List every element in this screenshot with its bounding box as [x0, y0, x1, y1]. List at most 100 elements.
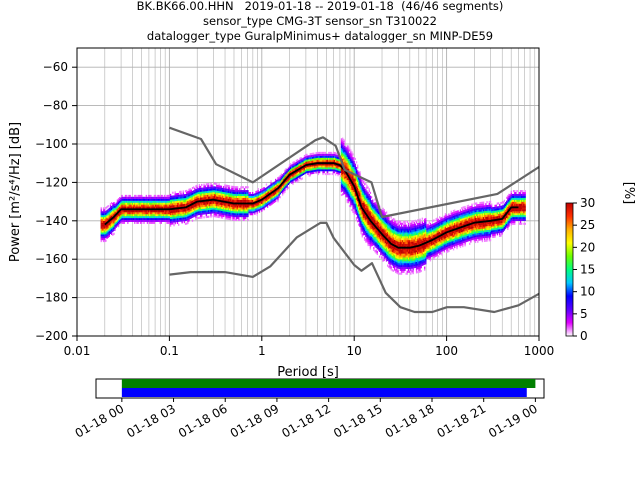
density-cell	[397, 233, 399, 236]
density-cell	[368, 205, 370, 208]
density-cell	[407, 268, 410, 271]
density-cell	[408, 270, 411, 273]
density-cell	[131, 212, 134, 215]
density-cell	[223, 205, 225, 208]
density-cell	[113, 219, 115, 222]
density-cell	[337, 170, 339, 173]
density-cell	[370, 217, 373, 220]
density-cell	[374, 232, 376, 236]
density-cell	[343, 146, 345, 149]
density-cell	[332, 172, 335, 176]
density-cell	[420, 246, 422, 250]
density-cell	[257, 188, 260, 191]
density-cell	[296, 166, 299, 169]
density-cell	[105, 220, 107, 223]
density-cell	[179, 217, 181, 220]
density-cell	[149, 196, 151, 199]
density-cell	[258, 197, 261, 200]
density-cell	[151, 216, 153, 219]
density-cell	[134, 221, 136, 224]
density-cell	[399, 259, 402, 262]
density-cell	[422, 234, 425, 237]
density-cell	[387, 222, 389, 225]
density-cell	[421, 223, 424, 226]
density-cell	[388, 235, 390, 238]
density-cell	[244, 216, 247, 220]
density-cell	[135, 216, 137, 219]
density-cell	[182, 217, 184, 220]
density-cell	[345, 185, 347, 188]
density-cell	[238, 215, 240, 218]
density-cell	[415, 267, 418, 270]
density-cell	[347, 149, 350, 152]
density-cell	[369, 232, 372, 235]
density-cell	[129, 200, 131, 203]
density-cell	[402, 255, 404, 258]
density-cell	[130, 214, 132, 217]
density-cell	[290, 180, 292, 183]
density-cell	[112, 208, 114, 211]
density-cell	[433, 236, 435, 239]
density-cell	[106, 213, 108, 216]
density-cell	[180, 200, 182, 203]
density-cell	[425, 231, 427, 234]
density-cell	[425, 235, 427, 238]
density-cell	[254, 212, 256, 215]
density-cell	[211, 199, 213, 203]
density-cell	[410, 251, 412, 254]
density-cell	[113, 207, 115, 210]
density-cell	[124, 206, 127, 209]
density-cell	[273, 185, 276, 188]
density-cell	[225, 215, 227, 218]
density-cell	[202, 208, 204, 211]
density-cell	[199, 187, 202, 190]
density-cell	[418, 247, 420, 250]
density-cell	[277, 194, 279, 197]
density-cell	[263, 204, 265, 207]
density-cell	[224, 199, 226, 202]
density-cell	[387, 233, 389, 236]
density-cell	[392, 269, 395, 272]
density-cell	[208, 209, 210, 213]
density-cell	[242, 195, 245, 198]
density-cell	[169, 214, 172, 218]
density-cell	[101, 234, 104, 237]
density-cell	[396, 267, 398, 270]
density-cell	[171, 218, 173, 221]
density-cell	[104, 215, 106, 218]
density-cell	[271, 202, 273, 205]
density-cell	[308, 168, 310, 171]
density-cell	[201, 203, 203, 206]
density-cell	[141, 200, 143, 203]
density-cell	[346, 176, 348, 179]
density-cell	[311, 160, 314, 163]
density-cell	[302, 161, 305, 164]
density-cell	[366, 219, 368, 222]
density-cell	[234, 203, 236, 206]
density-cell	[243, 209, 246, 212]
density-cell	[199, 212, 202, 215]
density-cell	[177, 198, 180, 201]
density-cell	[346, 166, 348, 169]
density-cell	[244, 211, 247, 214]
density-cell	[128, 204, 130, 207]
density-cell	[104, 209, 106, 212]
density-cell	[250, 203, 253, 206]
density-cell	[366, 236, 368, 239]
density-cell	[217, 190, 219, 193]
density-cell	[399, 222, 402, 225]
density-cell	[235, 216, 238, 220]
density-cell	[360, 214, 362, 217]
density-cell	[152, 214, 154, 217]
density-cell	[117, 207, 120, 210]
density-cell	[112, 227, 114, 231]
density-cell	[384, 233, 387, 236]
density-cell	[190, 214, 193, 217]
density-cell	[224, 184, 226, 187]
density-cell	[420, 269, 422, 273]
density-cell	[352, 168, 354, 171]
density-cell	[107, 214, 109, 217]
density-cell	[410, 259, 412, 262]
density-cell	[367, 228, 369, 231]
density-cell	[383, 218, 385, 221]
